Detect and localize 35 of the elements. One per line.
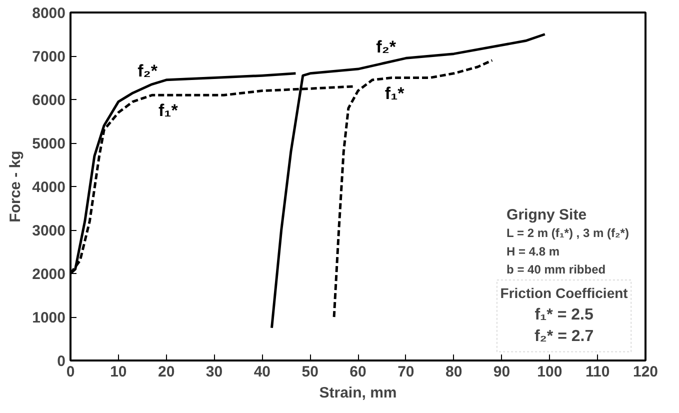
annotation: Friction Coefficient — [500, 285, 628, 302]
y-tick-label: 7000 — [32, 48, 66, 66]
x-tick-label: 20 — [158, 364, 175, 380]
y-tick-label: 3000 — [32, 222, 66, 240]
y-tick-label: 6000 — [32, 92, 66, 109]
y-tick-label: 4000 — [32, 179, 66, 196]
x-tick-label: 90 — [493, 364, 510, 380]
x-tick-label: 10 — [110, 364, 127, 380]
series-label: f₁* — [384, 84, 405, 103]
y-axis-title: Force - kg — [7, 150, 24, 222]
x-tick-label: 70 — [398, 364, 414, 380]
x-tick-label: 100 — [537, 364, 562, 380]
x-tick-label: 50 — [302, 364, 318, 380]
x-tick-label: 80 — [445, 364, 462, 380]
x-tick-label: 120 — [632, 364, 658, 380]
annotation: b = 40 mm ribbed — [506, 262, 606, 277]
annotation: L = 2 m (f₁*) , 3 m (f₂*) — [506, 226, 629, 240]
series-label: f₂* — [376, 38, 396, 57]
series-label: f₂* — [138, 61, 158, 80]
x-tick-label: 60 — [350, 364, 366, 380]
x-tick-label: 110 — [585, 364, 610, 380]
x-tick-label: 40 — [254, 364, 271, 380]
annotation: H = 4.8 m — [506, 244, 560, 258]
annotation: f₂* = 2.7 — [534, 328, 594, 346]
y-tick-label: 1000 — [32, 310, 66, 326]
line-series — [332, 59, 494, 318]
x-tick-label: 30 — [206, 364, 223, 380]
annotation: f₁* = 2.5 — [534, 306, 594, 324]
y-tick-label: 0 — [57, 353, 66, 370]
annotation: Grigny Site — [506, 206, 587, 224]
x-axis-title: Strain, mm — [319, 384, 397, 402]
y-tick-label: 5000 — [32, 136, 66, 152]
series-label: f₁* — [158, 101, 178, 120]
y-tick-label: 8000 — [32, 5, 66, 22]
y-tick-label: 2000 — [32, 266, 66, 283]
